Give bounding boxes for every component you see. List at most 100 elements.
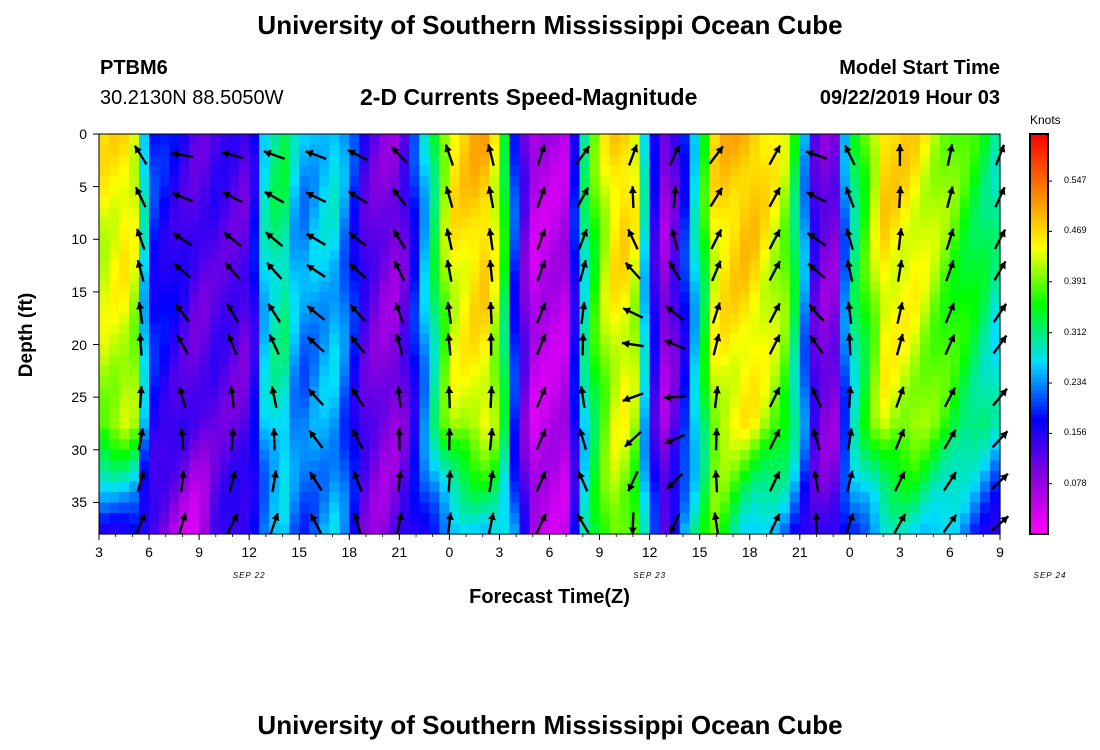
heatmap-cell xyxy=(959,155,971,167)
heatmap-cell xyxy=(359,355,370,367)
heatmap-cell xyxy=(889,428,901,440)
heatmap-cell xyxy=(159,281,170,293)
colorbar-swatch xyxy=(1030,358,1048,363)
heatmap-cell xyxy=(459,270,471,282)
heatmap-cell xyxy=(939,291,951,304)
heatmap-cell xyxy=(809,186,821,198)
heatmap-cell xyxy=(809,249,821,261)
heatmap-cell xyxy=(869,228,881,240)
heatmap-cell xyxy=(629,365,641,377)
heatmap-cell xyxy=(789,470,801,482)
heatmap-cell xyxy=(569,386,581,398)
heatmap-cell xyxy=(319,155,330,167)
heatmap-cell xyxy=(799,218,811,230)
heatmap-cell xyxy=(99,365,110,377)
heatmap-cell xyxy=(139,439,150,451)
heatmap-cell xyxy=(689,228,701,240)
heatmap-cell xyxy=(599,176,611,188)
heatmap-cell xyxy=(889,334,901,346)
heatmap-cell xyxy=(909,155,921,167)
current-vector-arrow xyxy=(350,387,365,408)
heatmap-cell xyxy=(129,355,140,367)
heatmap-cell xyxy=(759,134,771,146)
heatmap-cell xyxy=(949,228,961,240)
heatmap-cell xyxy=(739,323,751,335)
heatmap-cell xyxy=(659,155,671,167)
heatmap-cell xyxy=(779,439,791,451)
y-tick-label: 35 xyxy=(71,494,87,511)
heatmap-cell xyxy=(269,523,280,535)
heatmap-cell xyxy=(879,239,891,251)
heatmap-cell xyxy=(279,365,290,377)
colorbar-swatch xyxy=(1030,282,1048,287)
heatmap-cell xyxy=(229,197,240,209)
heatmap-cell xyxy=(109,397,120,409)
heatmap-cell xyxy=(149,470,160,482)
heatmap-cell xyxy=(119,144,130,156)
heatmap-cell xyxy=(759,365,771,377)
heatmap-cell xyxy=(249,239,260,251)
heatmap-cell xyxy=(269,323,280,335)
heatmap-cell xyxy=(229,334,240,346)
heatmap-cell xyxy=(449,218,460,230)
colorbar-swatch xyxy=(1030,238,1048,243)
heatmap-cell xyxy=(529,176,541,188)
heatmap-cell xyxy=(879,355,891,367)
heatmap-cell xyxy=(619,449,631,461)
heatmap-cell xyxy=(489,291,501,304)
heatmap-cell xyxy=(249,418,260,430)
heatmap-cell xyxy=(239,134,250,146)
heatmap-cell xyxy=(419,281,430,293)
current-vector-arrow xyxy=(846,386,855,409)
heatmap-cell xyxy=(959,197,971,209)
heatmap-cell xyxy=(589,197,601,209)
heatmap-cell xyxy=(109,312,120,325)
heatmap-cell xyxy=(589,186,601,198)
heatmap-cell xyxy=(839,439,851,451)
heatmap-cell xyxy=(479,270,491,282)
heatmap-cell xyxy=(449,481,460,493)
heatmap-cell xyxy=(829,481,841,493)
heatmap-cell xyxy=(719,134,731,146)
heatmap-cell xyxy=(179,197,190,209)
heatmap-cell xyxy=(209,512,220,525)
heatmap-cell xyxy=(649,523,661,535)
heatmap-cell xyxy=(649,281,661,293)
colorbar-swatch xyxy=(1030,134,1048,139)
heatmap-cell xyxy=(909,481,921,493)
heatmap-cell xyxy=(919,355,931,367)
heatmap-cell xyxy=(539,407,551,419)
heatmap-cell xyxy=(519,239,531,251)
heatmap-cell xyxy=(919,376,931,388)
heatmap-cell xyxy=(569,207,581,219)
heatmap-cell xyxy=(219,397,230,409)
heatmap-cell xyxy=(469,365,481,377)
heatmap-cell xyxy=(849,523,861,535)
heatmap-cell xyxy=(989,176,1001,188)
heatmap-cell xyxy=(599,344,611,356)
heatmap-cell xyxy=(249,323,260,335)
heatmap-cell xyxy=(849,249,861,261)
heatmap-cell xyxy=(699,449,711,461)
heatmap-cell xyxy=(929,165,941,177)
heatmap-cell xyxy=(989,144,1001,156)
heatmap-cell xyxy=(969,155,981,167)
heatmap-cell xyxy=(449,491,460,504)
current-vector-arrow xyxy=(267,302,282,323)
heatmap-cell xyxy=(839,491,851,504)
heatmap-cell xyxy=(869,291,881,304)
heatmap-cell xyxy=(229,281,240,293)
heatmap-cell xyxy=(859,470,871,482)
heatmap-cell xyxy=(989,239,1001,251)
heatmap-cell xyxy=(799,291,811,304)
current-vector-arrow xyxy=(535,428,547,450)
heatmap-cell xyxy=(569,502,581,514)
heatmap-cell xyxy=(799,407,811,419)
heatmap-cell xyxy=(759,439,771,451)
heatmap-cell xyxy=(159,449,170,461)
heatmap-cell xyxy=(119,155,130,167)
heatmap-cell xyxy=(579,418,591,430)
current-vector-arrow xyxy=(445,386,454,409)
heatmap-cell xyxy=(779,302,791,314)
heatmap-cell xyxy=(819,155,831,167)
